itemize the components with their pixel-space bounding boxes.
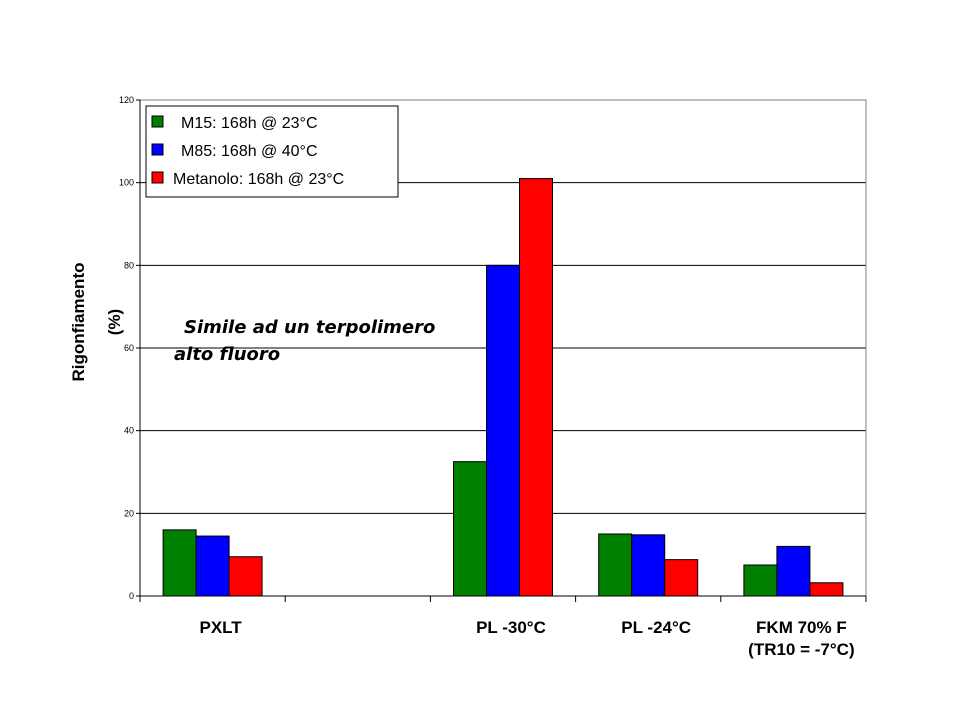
x-category-label: PL -24°C — [621, 618, 691, 637]
legend-swatch — [151, 143, 164, 156]
legend-swatch — [151, 115, 164, 128]
annotation: Simile ad un terpolimero alto fluoro — [174, 317, 435, 365]
y-tick-label: 60 — [124, 343, 134, 353]
legend-entry: Metanolo: 168h @ 23°C — [173, 171, 344, 188]
y-tick-label: 80 — [124, 260, 134, 270]
bar — [809, 582, 844, 597]
bar — [453, 461, 487, 597]
bar — [598, 533, 633, 597]
x-category-label: PL -30°C — [476, 618, 546, 637]
x-category-label: PXLT — [200, 618, 243, 637]
bar — [743, 564, 778, 597]
bar — [631, 534, 666, 597]
legend-swatch — [151, 171, 164, 184]
y-axis-unit: (%) — [105, 309, 124, 335]
legend-entry: M85: 168h @ 40°C — [181, 143, 318, 160]
bars — [162, 178, 844, 597]
legend: M15: 168h @ 23°C M85: 168h @ 40°C Metanolo… — [145, 105, 399, 198]
axis-labels: 0 20 40 60 80 100 120 PXLT PL -30°C PL -24°C FKM 7… — [69, 95, 855, 659]
y-tick-label: 40 — [124, 426, 134, 436]
bar — [519, 178, 553, 597]
bar — [664, 559, 699, 597]
bar — [228, 556, 263, 597]
bar — [486, 264, 520, 597]
x-category-label: (TR10 = -7°C) — [748, 640, 854, 659]
y-tick-label: 20 — [124, 508, 134, 518]
legend-box — [145, 105, 399, 198]
x-category-label: FKM 70% F — [756, 618, 847, 637]
y-tick-label: 100 — [119, 178, 134, 188]
bar — [776, 545, 811, 597]
y-tick-label: 120 — [119, 95, 134, 105]
y-axis-title: Rigonfiamento — [69, 263, 88, 382]
bar — [195, 535, 230, 597]
annotation-text: alto fluoro — [174, 344, 280, 365]
annotation-text: Simile ad un terpolimero — [184, 317, 435, 338]
y-tick-label: 0 — [129, 591, 134, 601]
legend-entry: M15: 168h @ 23°C — [181, 115, 318, 132]
bar — [162, 529, 197, 597]
